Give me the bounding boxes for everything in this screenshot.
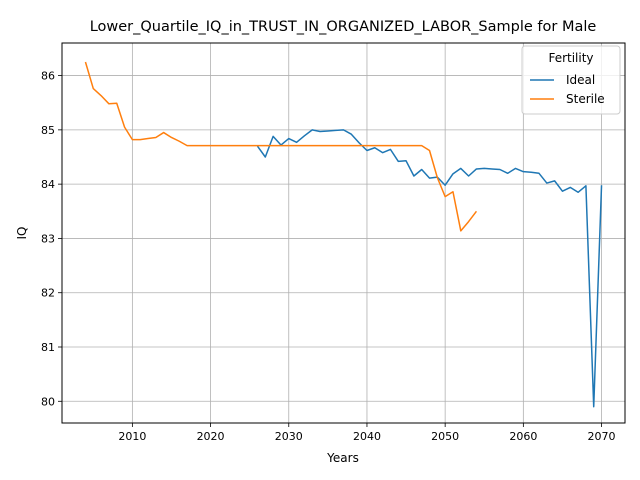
series-line-ideal bbox=[256, 129, 603, 408]
chart-title: Lower_Quartile_IQ_in_TRUST_IN_ORGANIZED_… bbox=[90, 19, 597, 35]
y-tick-label: 83 bbox=[41, 232, 55, 245]
legend-label-sterile: Sterile bbox=[566, 92, 605, 106]
y-tick-label: 82 bbox=[41, 287, 55, 300]
y-tick-label: 84 bbox=[41, 178, 55, 191]
legend-title: Fertility bbox=[548, 51, 593, 65]
legend: Fertility Ideal Sterile bbox=[521, 45, 621, 115]
x-axis-ticks: 2010 2020 2030 2040 2050 2060 2070 bbox=[118, 423, 616, 443]
x-tick-label: 2040 bbox=[353, 430, 381, 443]
x-tick-label: 2070 bbox=[588, 430, 616, 443]
legend-label-ideal: Ideal bbox=[566, 73, 595, 87]
x-tick-label: 2020 bbox=[197, 430, 225, 443]
x-tick-label: 2030 bbox=[275, 430, 303, 443]
y-tick-label: 86 bbox=[41, 70, 55, 83]
x-tick-label: 2010 bbox=[118, 430, 146, 443]
legend-box bbox=[521, 45, 621, 115]
plot-frame bbox=[61, 42, 626, 424]
y-tick-label: 80 bbox=[41, 395, 55, 408]
y-tick-label: 81 bbox=[41, 341, 55, 354]
y-axis-label: IQ bbox=[15, 227, 29, 240]
series-lines bbox=[84, 61, 603, 408]
y-axis-ticks: 80 81 82 83 84 85 86 bbox=[41, 70, 62, 408]
grid-lines bbox=[62, 43, 625, 423]
x-tick-label: 2060 bbox=[509, 430, 537, 443]
series-line-sterile bbox=[84, 61, 478, 232]
y-tick-label: 85 bbox=[41, 124, 55, 137]
x-axis-label: Years bbox=[326, 451, 359, 465]
x-tick-label: 2050 bbox=[431, 430, 459, 443]
